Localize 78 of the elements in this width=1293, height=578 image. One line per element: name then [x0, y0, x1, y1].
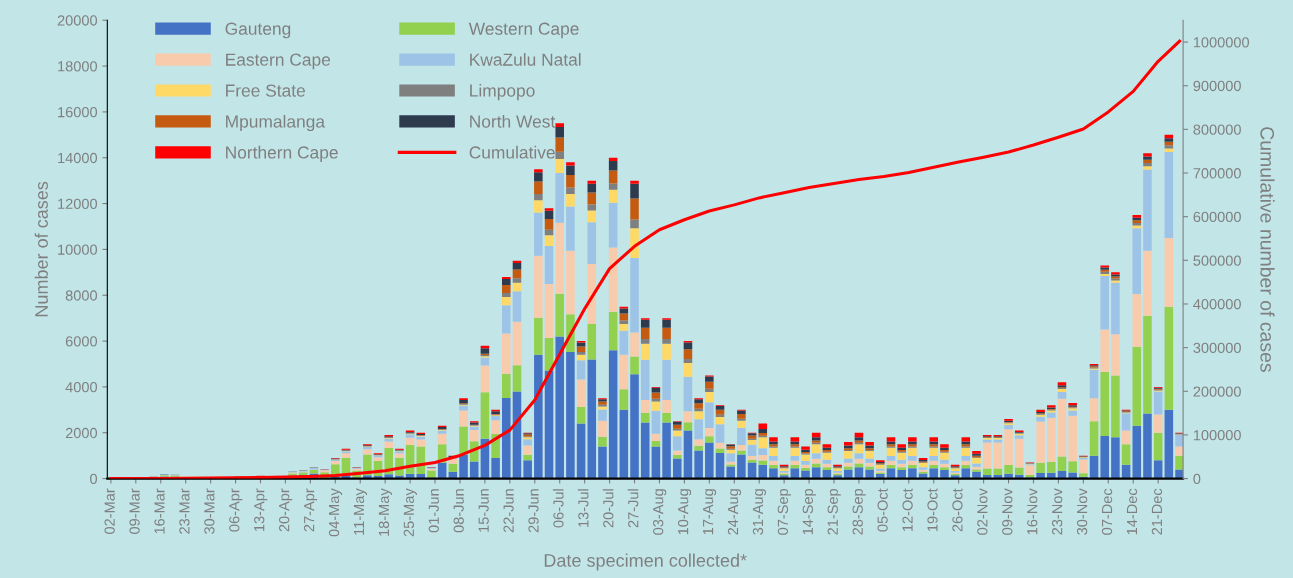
legend-label: KwaZulu Natal	[470, 53, 581, 66]
x-axis-title: Date specimen collected*	[544, 553, 747, 571]
x-tick-label: 27-Apr	[303, 488, 318, 532]
y-tick-label: 20000	[57, 15, 98, 26]
y-tick-label: 0	[90, 473, 98, 485]
y2-tick-label: 100000	[1193, 430, 1241, 441]
y2-tick-label: 600000	[1193, 211, 1241, 223]
y-tick-label: 10000	[58, 244, 98, 255]
x-tick-label: 14-Sep	[802, 488, 816, 535]
legend-label: Northern Cape	[226, 145, 338, 163]
x-tick-label: 30-Nov	[1076, 488, 1088, 535]
legend-label: Limpopo	[470, 83, 535, 101]
x-tick-label: 13-Jul	[577, 489, 589, 527]
x-tick-label: 05-Oct	[877, 488, 888, 532]
legend-label: Free State	[226, 84, 305, 97]
x-tick-label: 22-Jun	[503, 489, 514, 533]
y-tick-label: 2000	[65, 427, 98, 439]
x-tick-label: 17-Aug	[703, 489, 717, 535]
y-axis-title: Number of cases	[34, 181, 48, 317]
y-tick-label: 18000	[58, 61, 98, 72]
x-tick-label: 15-Jun	[478, 489, 489, 532]
x-tick-label: 04-May	[328, 488, 343, 537]
y2-tick-label: 700000	[1193, 168, 1241, 179]
x-tick-label: 24-Aug	[727, 489, 742, 535]
x-tick-label: 01-Jun	[428, 489, 439, 533]
legend-label: Gauteng	[225, 22, 291, 39]
x-tick-label: 06-Apr	[229, 488, 243, 532]
legend-label: Eastern Cape	[226, 53, 331, 70]
x-tick-label: 02-Mar	[104, 488, 115, 534]
legend-label: Western Cape	[468, 22, 579, 39]
x-tick-label: 23-Mar	[179, 488, 190, 534]
y-tick-label: 12000	[58, 198, 98, 209]
y2-tick-label: 0	[1193, 473, 1201, 485]
x-tick-label: 16-Mar	[154, 488, 165, 534]
y2-tick-label: 800000	[1193, 124, 1241, 135]
x-tick-label: 16-Nov	[1027, 488, 1038, 535]
x-tick-label: 20-Apr	[279, 488, 293, 532]
x-tick-label: 09-Nov	[1002, 488, 1013, 535]
x-tick-label: 18-May	[378, 488, 392, 536]
x-tick-label: 11-May	[353, 488, 368, 535]
x-tick-label: 13-Apr	[254, 488, 268, 531]
x-tick-label: 09-Mar	[129, 488, 140, 534]
x-tick-label: 07-Sep	[777, 488, 791, 535]
x-tick-label: 21-Sep	[827, 488, 841, 535]
y-tick-label: 16000	[58, 107, 98, 118]
y-tick-label: 6000	[65, 336, 98, 347]
x-tick-label: 27-Jul	[627, 489, 639, 528]
x-tick-label: 19-Oct	[927, 488, 938, 531]
x-tick-label: 29-Jun	[528, 489, 539, 533]
y-tick-label: 8000	[65, 290, 98, 301]
y2-axis-title: Cumulative number of cases	[1260, 127, 1275, 372]
y2-tick-label: 500000	[1193, 255, 1241, 266]
x-tick-label: 20-Jul	[602, 489, 614, 528]
x-tick-label: 25-May	[403, 488, 417, 537]
x-tick-label: 07-Dec	[1101, 488, 1113, 535]
x-tick-label: 31-Aug	[752, 489, 766, 535]
y-tick-label: 14000	[58, 152, 98, 164]
x-tick-label: 03-Aug	[653, 489, 667, 535]
y2-tick-label: 900000	[1193, 80, 1241, 92]
x-tick-label: 21-Dec	[1151, 488, 1163, 535]
x-tick-label: 06-Jul	[552, 489, 564, 528]
y-tick-label: 4000	[65, 382, 98, 393]
y2-tick-label: 1000000	[1193, 37, 1250, 48]
x-tick-label: 28-Sep	[852, 488, 866, 535]
x-tick-label: 12-Oct	[902, 488, 913, 531]
x-tick-label: 30-Mar	[204, 488, 215, 534]
x-tick-label: 26-Oct	[952, 488, 963, 532]
x-tick-label: 02-Nov	[977, 488, 988, 535]
x-tick-label: 23-Nov	[1052, 488, 1063, 535]
x-tick-label: 14-Dec	[1126, 488, 1138, 535]
y2-tick-label: 400000	[1193, 299, 1241, 310]
y2-tick-label: 200000	[1193, 386, 1241, 397]
legend-label: Mpumalanga	[226, 114, 326, 132]
legend-label: North West	[470, 114, 556, 128]
legend-label: Cumulative	[469, 145, 555, 159]
y2-tick-label: 300000	[1193, 342, 1241, 354]
x-tick-label: 08-Jun	[453, 489, 464, 533]
x-tick-label: 10-Aug	[677, 489, 692, 535]
